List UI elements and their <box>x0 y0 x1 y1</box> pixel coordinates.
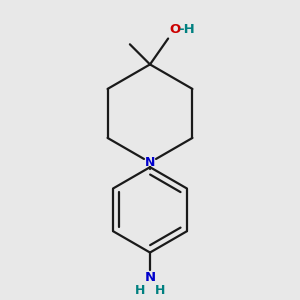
Text: -H: -H <box>178 23 195 36</box>
Text: N: N <box>144 272 156 284</box>
Text: H: H <box>155 284 165 296</box>
Text: H: H <box>135 284 145 296</box>
Text: O: O <box>170 23 181 36</box>
Text: N: N <box>145 156 155 169</box>
